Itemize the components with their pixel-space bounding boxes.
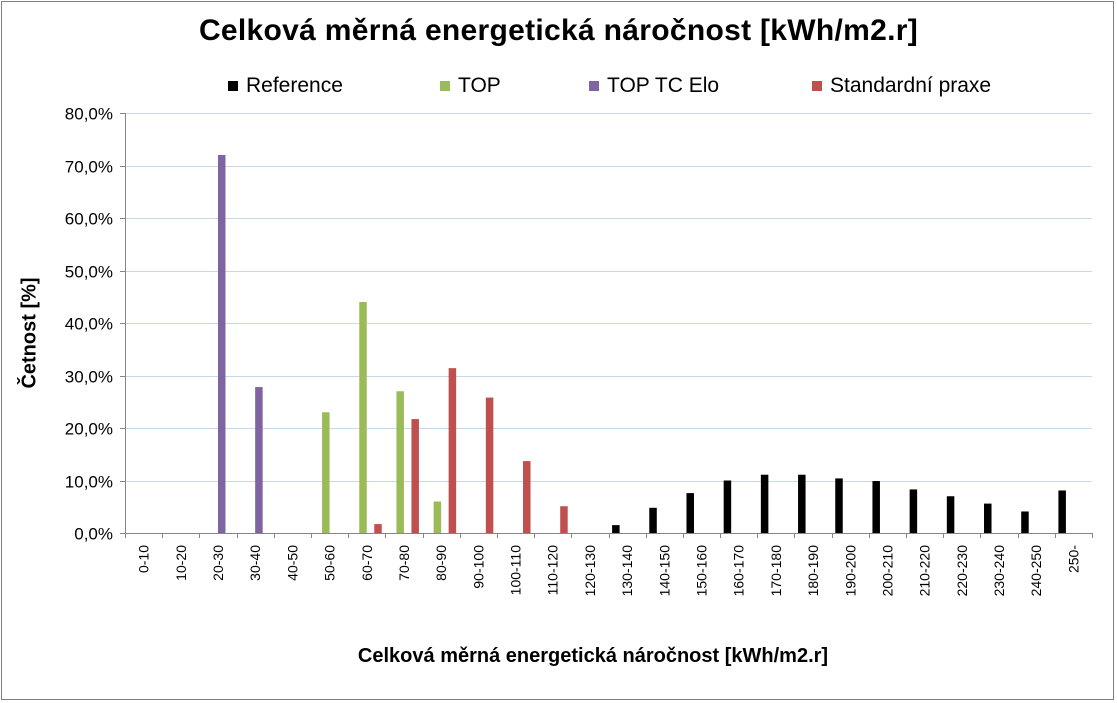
bar-reference <box>872 481 880 533</box>
y-tick-label: 50,0% <box>65 263 113 282</box>
bar-standardn-praxe <box>374 524 382 533</box>
chart-title: Celková měrná energetická náročnost [kWh… <box>198 14 919 47</box>
x-tick-label: 240-250 <box>1028 545 1044 597</box>
bar-reference <box>909 489 918 533</box>
bar-reference <box>612 525 620 533</box>
x-tick-label: 50-60 <box>322 545 338 581</box>
bar-reference <box>686 493 694 533</box>
bar-reference <box>760 474 769 533</box>
x-tick-label: 40-50 <box>284 545 300 581</box>
legend-label-top-tc-elo: TOP TC Elo <box>607 74 720 97</box>
x-tick-label: 220-230 <box>954 545 970 597</box>
legend-label-top: TOP <box>458 74 501 97</box>
bar-top <box>322 412 330 533</box>
x-tick-label: 230-240 <box>991 545 1007 597</box>
y-tick-label: 20,0% <box>65 420 113 439</box>
x-axis-label: Celková měrná energetická náročnost [kWh… <box>357 645 829 667</box>
x-tick-label: 180-190 <box>805 545 821 597</box>
x-tick-label: 170-180 <box>768 545 784 597</box>
x-tick-label: 90-100 <box>470 545 486 589</box>
legend-item-top: TOP <box>440 73 501 99</box>
bar-top <box>396 391 404 533</box>
bar-top-tc-elo <box>217 155 226 533</box>
y-tick-label: 80,0% <box>65 105 113 124</box>
y-tick-label: 0,0% <box>74 525 113 544</box>
bar-top <box>359 302 367 533</box>
legend-swatch-reference <box>228 81 238 91</box>
bar-reference <box>1021 511 1029 533</box>
x-tick-label: 60-70 <box>359 545 375 581</box>
y-tick-label: 30,0% <box>65 368 113 387</box>
bar-reference <box>946 496 955 533</box>
bar-standardn-praxe <box>523 461 531 533</box>
legend-label-reference: Reference <box>246 74 343 97</box>
y-tick-label: 40,0% <box>65 315 113 334</box>
bar-reference <box>835 478 843 533</box>
bar-reference <box>798 474 806 533</box>
y-tick-label: 70,0% <box>65 158 113 177</box>
legend-swatch-top <box>440 81 450 91</box>
bar-standardn-praxe <box>560 506 568 533</box>
x-tick-label: 200-210 <box>879 545 895 597</box>
bar-reference <box>984 503 992 533</box>
x-tick-label: 210-220 <box>917 545 933 597</box>
legend-swatch-top-tc-elo <box>589 81 599 91</box>
bar-top <box>433 501 442 533</box>
y-tick-label: 10,0% <box>65 473 113 492</box>
legend-item-top-tc-elo: TOP TC Elo <box>589 73 719 99</box>
legend-swatch-standardni-praxe <box>812 81 822 91</box>
x-tick-label: 30-40 <box>247 545 263 581</box>
legend-item-reference: Reference <box>228 73 343 99</box>
x-tick-label: 0-10 <box>136 545 152 573</box>
bar-standardn-praxe <box>485 397 494 533</box>
x-tick-label: 250- <box>1065 545 1081 573</box>
bar-top-tc-elo <box>255 387 263 533</box>
bar-reference <box>1058 490 1066 533</box>
x-tick-label: 20-30 <box>210 545 226 581</box>
x-tick-label: 10-20 <box>173 545 189 581</box>
x-tick-label: 120-130 <box>582 545 598 597</box>
y-tick-label: 60,0% <box>65 210 113 229</box>
bar-standardn-praxe <box>411 419 419 533</box>
x-tick-label: 190-200 <box>842 545 858 597</box>
bar-reference <box>649 507 657 533</box>
bar-reference <box>723 480 732 533</box>
bar-standardn-praxe <box>448 368 457 533</box>
x-tick-label: 80-90 <box>433 545 449 581</box>
x-tick-label: 140-150 <box>656 545 672 597</box>
x-tick-label: 160-170 <box>731 545 747 597</box>
legend-item-standardni-praxe: Standardní praxe <box>812 73 991 99</box>
legend: Reference TOP TOP TC Elo Standardní prax… <box>0 73 1117 99</box>
x-tick-label: 130-140 <box>619 545 635 597</box>
x-tick-label: 150-160 <box>693 545 709 597</box>
x-tick-label: 100-110 <box>508 545 524 596</box>
x-tick-label: 110-120 <box>545 545 561 596</box>
x-tick-label: 70-80 <box>396 545 412 581</box>
legend-label-standardni-praxe: Standardní praxe <box>830 74 992 97</box>
